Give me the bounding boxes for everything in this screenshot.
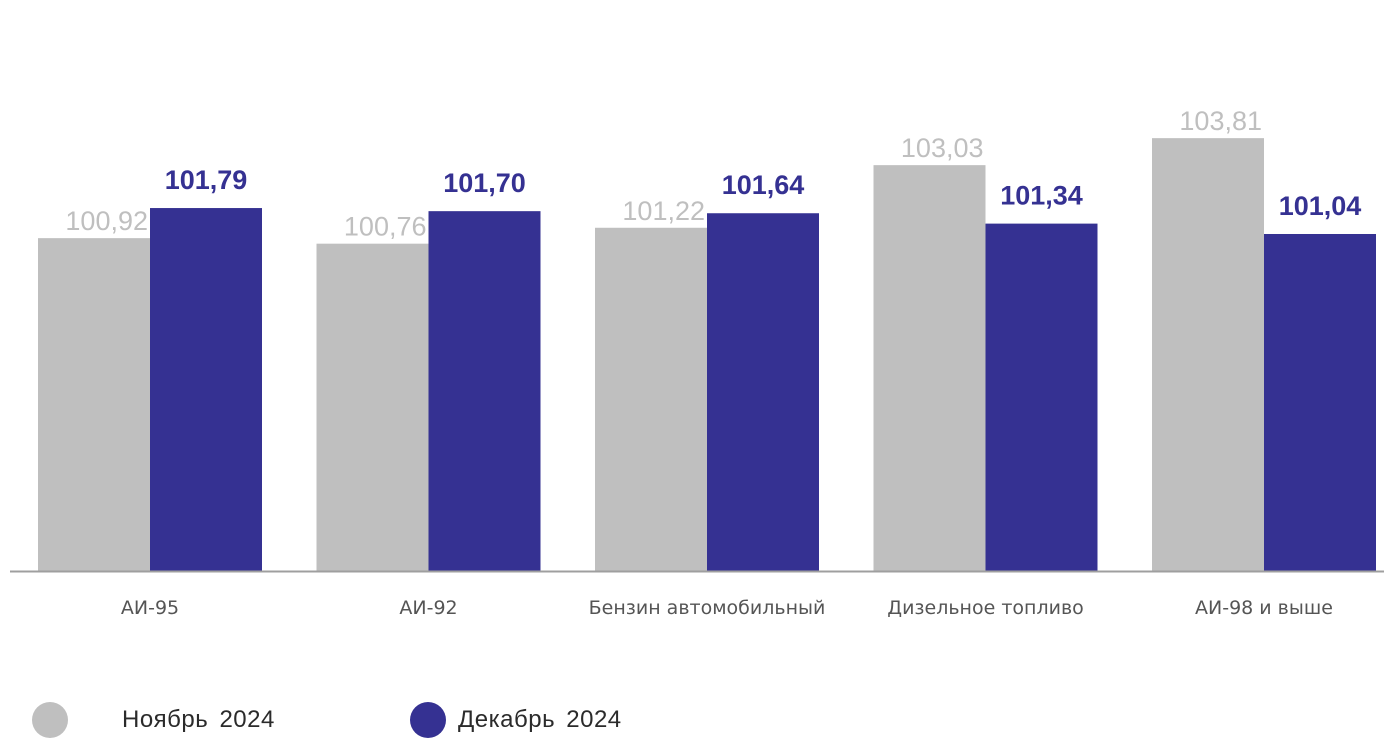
value-labels-layer: 100,92 101,79 100,76 101,70 101,22 101,64 103,… bbox=[65, 106, 1361, 242]
bar-november-ai-92 bbox=[316, 243, 429, 571]
value-label-december-ai-95: 101,79 bbox=[165, 165, 248, 195]
value-label-december-diesel: 101,34 bbox=[1000, 181, 1083, 211]
legend-label-november: Ноябрь 2024 bbox=[122, 706, 275, 733]
category-labels-layer: АИ-95 АИ-92 Бензин автомобильный Дизельное … bbox=[121, 597, 1333, 619]
bar-november-gasoline bbox=[595, 227, 707, 571]
value-label-november-diesel: 103,03 bbox=[901, 133, 984, 163]
value-label-december-gasoline: 101,64 bbox=[722, 170, 805, 200]
bars-layer bbox=[38, 138, 1376, 572]
bar-december-diesel bbox=[985, 223, 1098, 571]
value-label-december-ai-92: 101,70 bbox=[443, 168, 526, 198]
category-label-gasoline: Бензин автомобильный bbox=[589, 597, 826, 619]
value-label-november-ai-95: 100,92 bbox=[65, 206, 148, 236]
value-label-november-gasoline: 101,22 bbox=[622, 196, 705, 226]
category-label-ai-98: АИ-98 и выше bbox=[1195, 597, 1333, 619]
legend-item-december: Декабрь 2024 bbox=[410, 702, 622, 738]
bar-december-gasoline bbox=[707, 213, 819, 571]
bar-december-ai-92 bbox=[428, 211, 541, 571]
category-label-ai-92: АИ-92 bbox=[399, 597, 457, 619]
value-label-december-ai-98: 101,04 bbox=[1279, 191, 1362, 221]
legend-item-november: Ноябрь 2024 bbox=[32, 702, 275, 738]
bar-december-ai-98 bbox=[1264, 233, 1376, 571]
bar-november-diesel bbox=[873, 165, 986, 571]
legend-marker-november bbox=[32, 702, 68, 738]
bar-chart: 100,92 101,79 100,76 101,70 101,22 101,64 103,… bbox=[10, 106, 1384, 619]
bar-december-ai-95 bbox=[150, 208, 262, 571]
bar-november-ai-95 bbox=[38, 238, 150, 571]
category-label-ai-95: АИ-95 bbox=[121, 597, 179, 619]
category-label-diesel: Дизельное топливо bbox=[887, 597, 1084, 619]
legend-label-december: Декабрь 2024 bbox=[458, 706, 622, 733]
value-label-november-ai-98: 103,81 bbox=[1179, 106, 1262, 136]
legend-marker-december bbox=[410, 702, 446, 738]
legend: Ноябрь 2024 Декабрь 2024 bbox=[0, 702, 1384, 742]
value-label-november-ai-92: 100,76 bbox=[344, 212, 427, 242]
bar-november-ai-98 bbox=[1152, 138, 1264, 572]
